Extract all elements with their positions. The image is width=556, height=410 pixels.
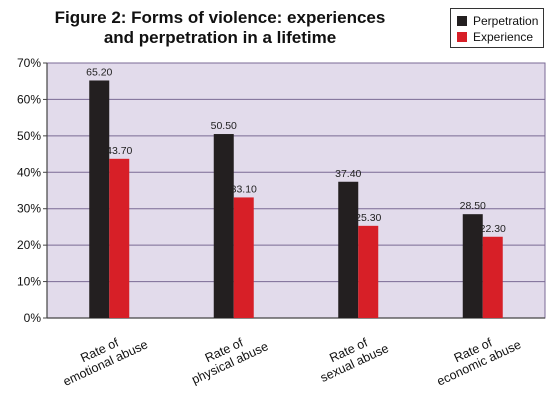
- x-category-label: Rate ofemotional abuse: [55, 325, 150, 389]
- x-category-label: Rate ofsexual abuse: [312, 328, 391, 385]
- chart-legend: Perpetration Experience: [450, 8, 544, 48]
- y-tick-label: 50%: [17, 129, 41, 143]
- y-tick-label: 70%: [17, 56, 41, 70]
- y-tick-label: 10%: [17, 275, 41, 289]
- bar-experience-0: [109, 158, 130, 318]
- plot-area: [46, 62, 546, 319]
- chart-title: Figure 2: Forms of violence: experiences…: [0, 8, 440, 48]
- data-label: 43.70: [106, 145, 132, 157]
- data-label: 37.40: [335, 168, 361, 180]
- data-label: 22.30: [480, 223, 506, 235]
- legend-label-experience: Experience: [473, 30, 534, 44]
- bar-perpetration-1: [213, 134, 234, 318]
- bar-experience-3: [482, 236, 503, 318]
- bar-perpetration-3: [462, 214, 483, 318]
- data-label: 28.50: [460, 200, 486, 212]
- chart-title-line-2: and perpetration in a lifetime: [103, 28, 337, 47]
- legend-item-experience: Experience: [457, 30, 533, 44]
- y-tick-label: 20%: [17, 238, 41, 252]
- bar-experience-2: [358, 225, 379, 318]
- legend-swatch-experience: [457, 32, 467, 42]
- data-label: 65.20: [86, 66, 112, 78]
- y-tick-label: 60%: [17, 92, 41, 106]
- data-label: 33.10: [231, 183, 257, 195]
- bar-perpetration-2: [338, 181, 359, 318]
- x-category-label: Rate ofeconomic abuse: [429, 325, 523, 389]
- x-category-label: Rate ofphysical abuse: [184, 327, 271, 387]
- legend-label-perpetration: Perpetration: [473, 14, 539, 28]
- bar-experience-1: [233, 197, 254, 318]
- data-label: 25.30: [355, 212, 381, 224]
- bar-perpetration-0: [89, 80, 110, 318]
- legend-swatch-perpetration: [457, 16, 467, 26]
- data-label: 50.50: [211, 120, 237, 132]
- legend-item-perpetration: Perpetration: [457, 14, 538, 28]
- y-tick-label: 40%: [17, 165, 41, 179]
- y-tick-label: 0%: [24, 311, 42, 325]
- chart-title-line-1: Figure 2: Forms of violence: experiences: [54, 8, 386, 27]
- y-tick-label: 30%: [17, 202, 41, 216]
